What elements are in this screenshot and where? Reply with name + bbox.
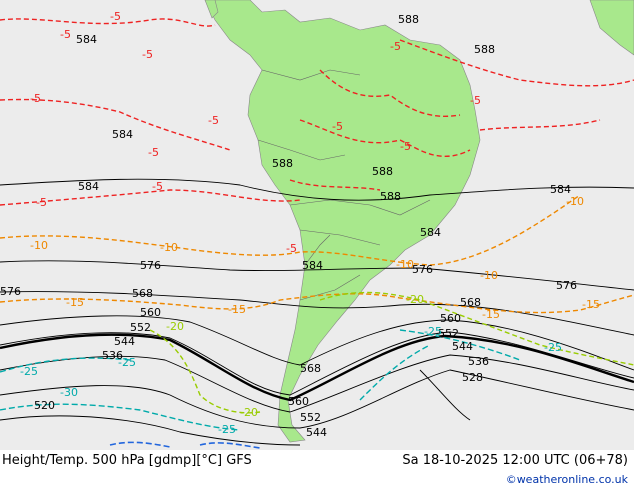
temp-label: -25	[20, 365, 38, 378]
temp-isotherms-warm	[0, 18, 634, 206]
height-label: 584	[112, 128, 133, 141]
central-america-land	[204, 0, 219, 19]
height-label: 584	[302, 259, 323, 272]
height-label: 560	[288, 395, 309, 408]
height-label: 576	[140, 259, 161, 272]
temp-label: -20	[240, 406, 258, 419]
temp-label: -5	[30, 92, 41, 105]
height-label: 552	[130, 321, 151, 334]
height-contours	[0, 178, 634, 446]
height-label: 552	[438, 327, 459, 340]
temp-labels-cold: -25 -25 -25 -25 -30 -25	[20, 325, 562, 436]
temp-label: -10	[30, 239, 48, 252]
height-label: 588	[474, 43, 495, 56]
height-label: 544	[306, 426, 327, 439]
height-label: 588	[380, 190, 401, 203]
temp-label: -5	[36, 196, 47, 209]
map-footer: Height/Temp. 500 hPa [gdmp][°C] GFS Sa 1…	[0, 450, 634, 490]
africa-land-edge	[589, 0, 634, 56]
temp-isotherms-blue	[109, 441, 261, 449]
temp-label: -5	[148, 146, 159, 159]
south-america-land	[204, 0, 481, 443]
height-label: 584	[420, 226, 441, 239]
height-label: 560	[140, 306, 161, 319]
height-label: 544	[114, 335, 135, 348]
temp-label: -15	[582, 298, 600, 311]
temp-label: -25	[424, 325, 442, 338]
credit-link[interactable]: ©weatheronline.co.uk	[505, 473, 628, 486]
temp-isotherms-green	[149, 291, 634, 414]
temp-label: -30	[60, 386, 78, 399]
height-label: 576	[412, 263, 433, 276]
temp-label: -20	[166, 320, 184, 333]
height-label: 584	[550, 183, 571, 196]
temp-label: -5	[60, 28, 71, 41]
temp-label: -25	[118, 356, 136, 369]
temp-label: -5	[470, 94, 481, 107]
height-label: 536	[102, 349, 123, 362]
height-label: 588	[272, 157, 293, 170]
temp-label: -15	[228, 303, 246, 316]
height-label: 588	[372, 165, 393, 178]
height-contour-thick	[0, 333, 634, 402]
height-label: 552	[300, 411, 321, 424]
temp-label: -5	[286, 242, 297, 255]
temp-label: -5	[208, 114, 219, 127]
height-label: 568	[300, 362, 321, 375]
height-label: 576	[0, 285, 21, 298]
temp-label: -10	[396, 258, 414, 271]
valid-time: Sa 18-10-2025 12:00 UTC (06+78)	[402, 453, 628, 468]
height-label: 584	[76, 33, 97, 46]
height-label: 568	[132, 287, 153, 300]
temp-isotherms-orange	[0, 194, 634, 314]
temp-label: -25	[544, 341, 562, 354]
temp-label: -15	[482, 308, 500, 321]
temp-label: -10	[566, 195, 584, 208]
height-labels: 588 588 584 584 584 588 588 588 584 584 …	[0, 13, 577, 439]
temp-label: -25	[218, 423, 236, 436]
height-label: 588	[398, 13, 419, 26]
temp-label: -5	[152, 180, 163, 193]
temp-label: -5	[400, 140, 411, 153]
height-label: 520	[34, 399, 55, 412]
temp-labels-orange: -10 -10 -10 -10 -10 -15 -15 -15 -15	[30, 195, 600, 321]
temp-labels-green: -20 -20 -20	[166, 293, 424, 419]
temp-label: -15	[66, 296, 84, 309]
temp-label: -10	[160, 241, 178, 254]
temp-labels-warm: -5 -5 -5 -5 -5 -5 -5 -5 -5 -5 -5 -5 -5	[30, 10, 481, 255]
height-label: 544	[452, 340, 473, 353]
height-label: 584	[78, 180, 99, 193]
temp-label: -10	[480, 269, 498, 282]
temp-label: -5	[390, 40, 401, 53]
map-title: Height/Temp. 500 hPa [gdmp][°C] GFS	[2, 453, 252, 468]
temp-label: -5	[142, 48, 153, 61]
temp-label: -5	[332, 120, 343, 133]
height-label: 560	[440, 312, 461, 325]
height-label: 576	[556, 279, 577, 292]
height-label: 528	[462, 371, 483, 384]
temp-label: -5	[110, 10, 121, 23]
height-label: 536	[468, 355, 489, 368]
temp-label: -20	[406, 293, 424, 306]
height-label: 568	[460, 296, 481, 309]
temp-isotherms-cold	[0, 329, 521, 431]
